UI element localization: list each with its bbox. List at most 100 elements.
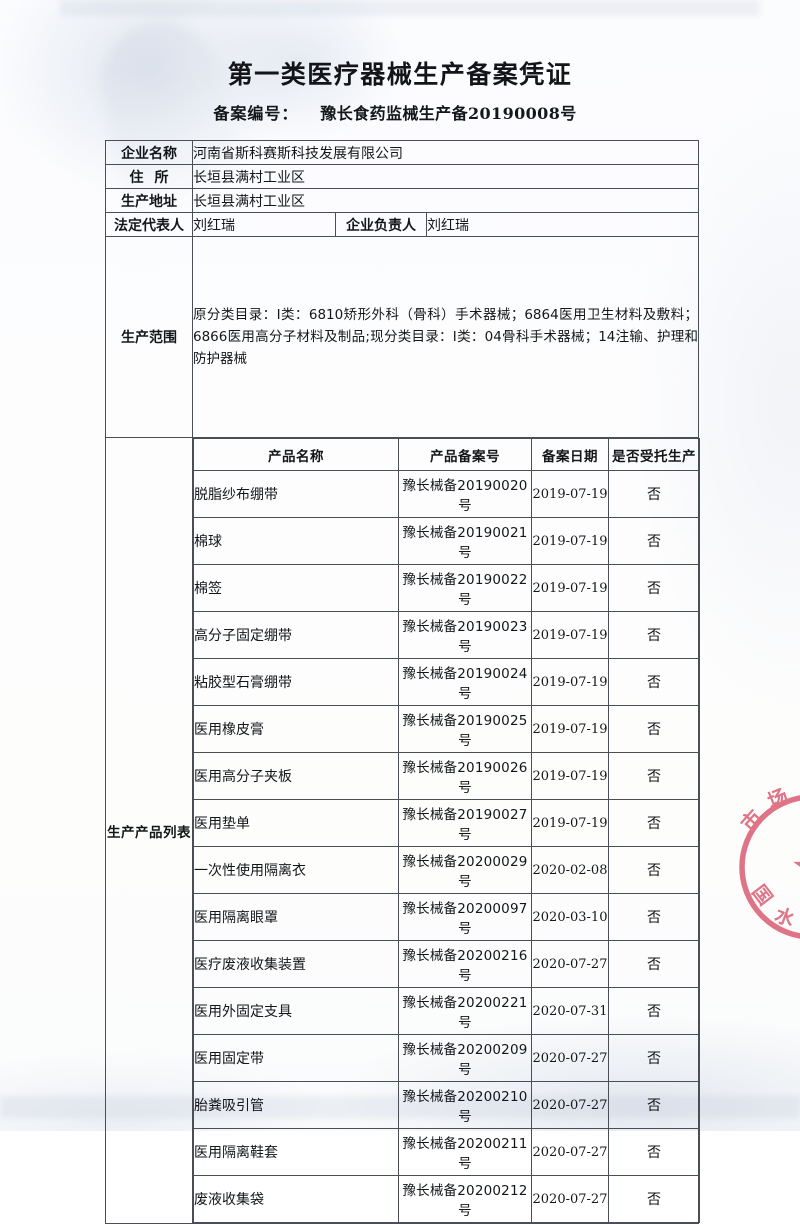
product-name: 医用外固定支具 [193, 987, 399, 1035]
product-name: 高分子固定绷带 [193, 611, 399, 659]
svg-text:市场监: 市场监 [736, 778, 800, 836]
product-record-no: 豫长械备20200216号 [398, 940, 532, 988]
table-row: 棉签 豫长械备20190022号 2019-07-19 否 [193, 564, 700, 612]
product-name: 医用橡皮膏 [193, 705, 399, 753]
product-record-no: 豫长械备20190020号 [398, 470, 532, 518]
product-entrusted: 否 [608, 1175, 700, 1223]
product-record-date: 2019-07-19 [531, 517, 609, 565]
product-name: 脱脂纱布绷带 [193, 470, 399, 518]
table-row: 一次性使用隔离衣 豫长械备20200029号 2020-02-08 否 [193, 846, 700, 894]
production-scope-label: 生产范围 [105, 236, 193, 438]
product-record-date: 2020-02-08 [531, 846, 609, 894]
product-record-date: 2020-07-27 [531, 1128, 609, 1176]
page-title: 第一类医疗器械生产备案凭证 [227, 60, 573, 89]
product-entrusted: 否 [608, 564, 700, 612]
record-number-line: 备案编号： 豫长食药监械生产备20190008号 [0, 100, 800, 124]
product-entrusted: 否 [608, 517, 700, 565]
product-record-date: 2020-07-27 [531, 1081, 609, 1129]
product-name: 医用隔离眼罩 [193, 893, 399, 941]
product-name: 粘胶型石膏绷带 [193, 658, 399, 706]
table-row-company-name: 企业名称 河南省斯科赛斯科技发展有限公司 [105, 140, 700, 165]
product-record-no: 豫长械备20200210号 [398, 1081, 532, 1129]
product-record-no: 豫长械备20200097号 [398, 893, 532, 941]
table-row: 高分子固定绷带 豫长械备20190023号 2019-07-19 否 [193, 611, 700, 659]
table-row-production-scope: 生产范围 原分类目录：Ⅰ类：6810矫形外科（骨科）手术器械；6864医用卫生材… [105, 236, 700, 438]
product-name: 医疗废液收集装置 [193, 940, 399, 988]
production-address-value: 长垣县满村工业区 [191, 188, 700, 213]
product-entrusted: 否 [608, 658, 700, 706]
certificate-sheet: 第一类医疗器械生产备案凭证 备案编号： 豫长食药监械生产备20190008号 企业… [0, 60, 800, 1224]
table-row: 医用隔离眼罩 豫长械备20200097号 2020-03-10 否 [193, 893, 700, 941]
product-record-no: 豫长械备20190027号 [398, 799, 532, 847]
product-list-container: 产品名称 产品备案号 备案日期 是否受托生产 脱脂纱布绷带 豫长械备2019002… [191, 437, 700, 1224]
table-row: 医用外固定支具 豫长械备20200221号 2020-07-31 否 [193, 987, 700, 1035]
product-entrusted: 否 [608, 611, 700, 659]
company-name-value: 河南省斯科赛斯科技发展有限公司 [191, 140, 700, 165]
svg-text:国水: 国水 [747, 881, 800, 937]
product-entrusted: 否 [608, 1128, 700, 1176]
product-record-date: 2019-07-19 [531, 799, 609, 847]
product-record-no: 豫长械备20190023号 [398, 611, 532, 659]
record-number-label: 备案编号： [213, 104, 299, 123]
product-name: 废液收集袋 [193, 1175, 399, 1223]
table-row: 医用垫单 豫长械备20190027号 2019-07-19 否 [193, 799, 700, 847]
product-entrusted: 否 [608, 799, 700, 847]
product-entrusted: 否 [608, 470, 700, 518]
product-record-date: 2020-07-27 [531, 940, 609, 988]
table-row: 医用固定带 豫长械备20200209号 2020-07-27 否 [193, 1034, 700, 1082]
product-record-no: 豫长械备20190022号 [398, 564, 532, 612]
product-table-header-row: 产品名称 产品备案号 备案日期 是否受托生产 [193, 438, 700, 471]
table-row: 棉球 豫长械备20190021号 2019-07-19 否 [193, 517, 700, 565]
product-record-no: 豫长械备20200211号 [398, 1128, 532, 1176]
certificate-table: 企业名称 河南省斯科赛斯科技发展有限公司 住所 长垣县满村工业区 生产地址 长垣… [105, 140, 700, 1224]
product-entrusted: 否 [608, 705, 700, 753]
company-name-label: 企业名称 [105, 140, 193, 165]
product-entrusted: 否 [608, 940, 700, 988]
header-product-name: 产品名称 [193, 438, 399, 471]
product-entrusted: 否 [608, 846, 700, 894]
table-row-product-list: 生产产品列表 产品名称 产品备案号 [105, 437, 700, 1224]
product-name: 医用垫单 [193, 799, 399, 847]
product-name: 医用高分子夹板 [193, 752, 399, 800]
product-record-date: 2019-07-19 [531, 611, 609, 659]
production-scope-text: 原分类目录：Ⅰ类：6810矫形外科（骨科）手术器械；6864医用卫生材料及敷料；… [191, 236, 700, 438]
table-row: 医用高分子夹板 豫长械备20190026号 2019-07-19 否 [193, 752, 700, 800]
product-entrusted: 否 [608, 752, 700, 800]
address-value: 长垣县满村工业区 [191, 164, 700, 189]
product-name: 医用隔离鞋套 [193, 1128, 399, 1176]
header-record-no: 产品备案号 [398, 438, 532, 471]
table-row-address: 住所 长垣县满村工业区 [105, 164, 700, 189]
product-entrusted: 否 [608, 987, 700, 1035]
product-record-date: 2020-07-27 [531, 1034, 609, 1082]
product-record-no: 豫长械备20200221号 [398, 987, 532, 1035]
table-row-production-address: 生产地址 长垣县满村工业区 [105, 188, 700, 213]
product-name: 棉签 [193, 564, 399, 612]
product-record-date: 2020-07-31 [531, 987, 609, 1035]
product-entrusted: 否 [608, 893, 700, 941]
legal-rep-value: 刘红瑞 [192, 212, 336, 237]
product-record-no: 豫长械备20190025号 [398, 705, 532, 753]
table-row: 胎粪吸引管 豫长械备20200210号 2020-07-27 否 [193, 1081, 700, 1129]
table-row: 医疗废液收集装置 豫长械备20200216号 2020-07-27 否 [193, 940, 700, 988]
product-list-table: 产品名称 产品备案号 备案日期 是否受托生产 脱脂纱布绷带 豫长械备2019002… [193, 438, 700, 1223]
header-record-date: 备案日期 [531, 438, 609, 471]
product-record-no: 豫长械备20200212号 [398, 1175, 532, 1223]
record-number-value: 豫长食药监械生产备20190008号 [320, 104, 577, 123]
product-entrusted: 否 [608, 1034, 700, 1082]
product-record-date: 2020-03-10 [531, 893, 609, 941]
enterprise-head-label: 企业负责人 [335, 212, 427, 237]
product-record-date: 2019-07-19 [531, 470, 609, 518]
address-label: 住所 [105, 164, 193, 189]
product-record-date: 2019-07-19 [531, 752, 609, 800]
product-record-date: 2019-07-19 [531, 564, 609, 612]
product-name: 医用固定带 [193, 1034, 399, 1082]
product-record-no: 豫长械备20200209号 [398, 1034, 532, 1082]
table-row: 医用橡皮膏 豫长械备20190025号 2019-07-19 否 [193, 705, 700, 753]
product-entrusted: 否 [608, 1081, 700, 1129]
product-record-no: 豫长械备20190021号 [398, 517, 532, 565]
header-entrusted: 是否受托生产 [608, 438, 700, 471]
table-row: 脱脂纱布绷带 豫长械备20190020号 2019-07-19 否 [193, 470, 700, 518]
product-record-date: 2020-07-27 [531, 1175, 609, 1223]
product-list-label: 生产产品列表 [105, 437, 193, 1224]
product-name: 胎粪吸引管 [193, 1081, 399, 1129]
